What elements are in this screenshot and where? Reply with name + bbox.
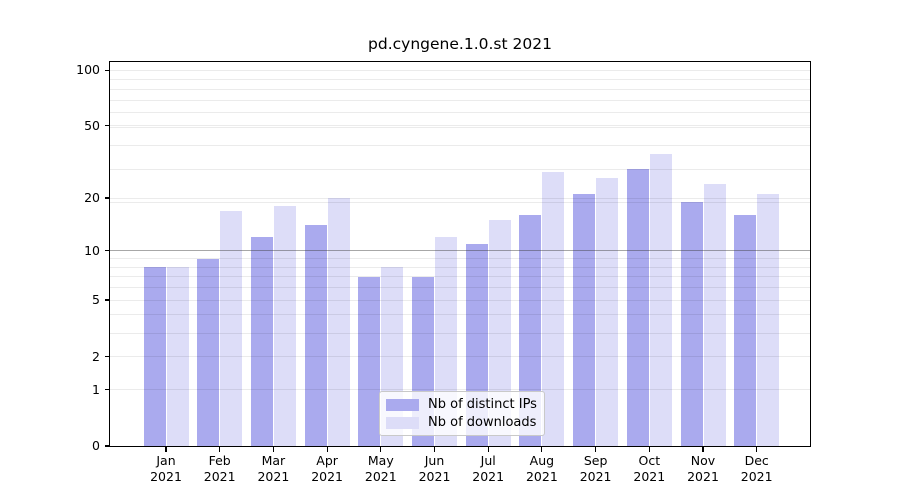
y-tick-2 — [105, 355, 110, 358]
bar-distinct-ips-oct — [626, 169, 649, 446]
bar-distinct-ips-aug — [519, 215, 542, 446]
y-tick-100 — [105, 69, 110, 71]
bar-downloads-jan — [166, 267, 189, 446]
gridline-19 — [110, 201, 810, 203]
gridline-39 — [110, 145, 810, 147]
gridline-20 — [110, 197, 810, 199]
legend-item-downloads: Nb of downloads — [386, 415, 538, 430]
bar-distinct-ips-may — [358, 276, 381, 446]
gridline-9 — [110, 258, 810, 259]
bar-distinct-ips-jan — [143, 267, 166, 446]
x-tick-jul — [487, 447, 489, 452]
x-tick-oct — [648, 447, 650, 452]
legend-swatch-distinct-ips — [386, 398, 419, 411]
y-tick-50 — [105, 125, 110, 127]
bar-downloads-feb — [220, 210, 243, 446]
gridline-89 — [110, 79, 810, 81]
gridline-50 — [110, 125, 810, 127]
x-tick-label-feb: Feb 2021 — [203, 453, 236, 484]
gridline-3 — [110, 332, 810, 334]
x-tick-may — [380, 447, 382, 452]
bar-distinct-ips-feb — [197, 258, 220, 446]
y-tick-0 — [105, 445, 110, 447]
y-tick-label-5: 5 — [92, 292, 100, 308]
x-tick-dec — [756, 447, 758, 452]
bar-distinct-ips-nov — [680, 202, 703, 446]
bar-downloads-mar — [273, 206, 296, 446]
gridline-7 — [110, 276, 810, 278]
y-tick-label-0: 0 — [92, 438, 100, 453]
legend-item-distinct-ips: Nb of distinct IPs — [386, 397, 538, 412]
x-tick-feb — [219, 447, 221, 452]
x-tick-jun — [433, 447, 436, 452]
y-tick-label-2: 2 — [92, 348, 100, 364]
y-tick-label-20: 20 — [84, 190, 100, 206]
gridline-69 — [110, 99, 810, 101]
bar-downloads-aug — [542, 171, 565, 446]
bar-downloads-nov — [703, 183, 726, 446]
y-tick-label-50: 50 — [84, 117, 100, 133]
bar-distinct-ips-sep — [573, 194, 596, 446]
x-tick-label-jul: Jul 2021 — [472, 453, 505, 484]
bar-downloads-oct — [649, 154, 672, 446]
x-tick-aug — [541, 447, 543, 452]
gridline-2 — [110, 356, 810, 358]
legend: Nb of distinct IPs Nb of downloads — [379, 391, 545, 436]
gridline-100 — [110, 69, 810, 71]
x-tick-mar — [272, 447, 274, 452]
legend-label-distinct-ips: Nb of distinct IPs — [428, 397, 537, 412]
y-tick-label-10: 10 — [84, 242, 100, 258]
y-tick-label-100: 100 — [76, 62, 100, 78]
gridline-49 — [110, 126, 810, 128]
x-tick-apr — [326, 447, 328, 452]
x-tick-label-jun: Jun 2021 — [418, 453, 451, 484]
gridline-5 — [110, 299, 810, 301]
gridline-6 — [110, 287, 810, 289]
bar-downloads-dec — [757, 194, 780, 446]
y-tick-5 — [105, 299, 110, 301]
gridline-1 — [110, 389, 810, 391]
bar-distinct-ips-dec — [734, 215, 757, 446]
x-tick-label-nov: Nov 2021 — [687, 453, 719, 484]
legend-swatch-downloads — [386, 416, 419, 429]
x-tick-label-dec: Dec 2021 — [740, 453, 773, 484]
x-tick-label-oct: Oct 2021 — [633, 453, 666, 484]
x-tick-label-aug: Aug 2021 — [525, 453, 558, 484]
y-tick-label-1: 1 — [92, 381, 100, 397]
bar-distinct-ips-mar — [250, 237, 273, 446]
plot-area — [109, 61, 811, 447]
x-tick-label-may: May 2021 — [364, 453, 397, 484]
x-tick-label-mar: Mar 2021 — [257, 453, 290, 484]
bar-downloads-sep — [596, 177, 619, 446]
y-tick-20 — [105, 197, 110, 199]
bar-downloads-apr — [327, 198, 350, 446]
x-tick-label-jan: Jan 2021 — [150, 453, 182, 484]
ref-gridline-10 — [110, 250, 810, 252]
gridline-79 — [110, 88, 810, 90]
legend-label-downloads: Nb of downloads — [428, 415, 537, 430]
y-tick-10 — [105, 250, 110, 252]
x-tick-sep — [595, 447, 597, 452]
x-tick-label-sep: Sep 2021 — [579, 453, 612, 484]
gridline-59 — [110, 112, 810, 114]
bar-distinct-ips-apr — [304, 225, 327, 446]
y-tick-1 — [105, 388, 110, 391]
x-tick-nov — [702, 447, 704, 452]
bar-downloads-jul — [488, 220, 511, 446]
chart-title: pd.cyngene.1.0.st 2021 — [368, 35, 552, 53]
gridline-4 — [110, 314, 810, 316]
gridline-29 — [110, 168, 810, 170]
x-tick-jan — [165, 447, 167, 452]
x-tick-label-apr: Apr 2021 — [311, 453, 343, 484]
gridline-8 — [110, 266, 810, 268]
